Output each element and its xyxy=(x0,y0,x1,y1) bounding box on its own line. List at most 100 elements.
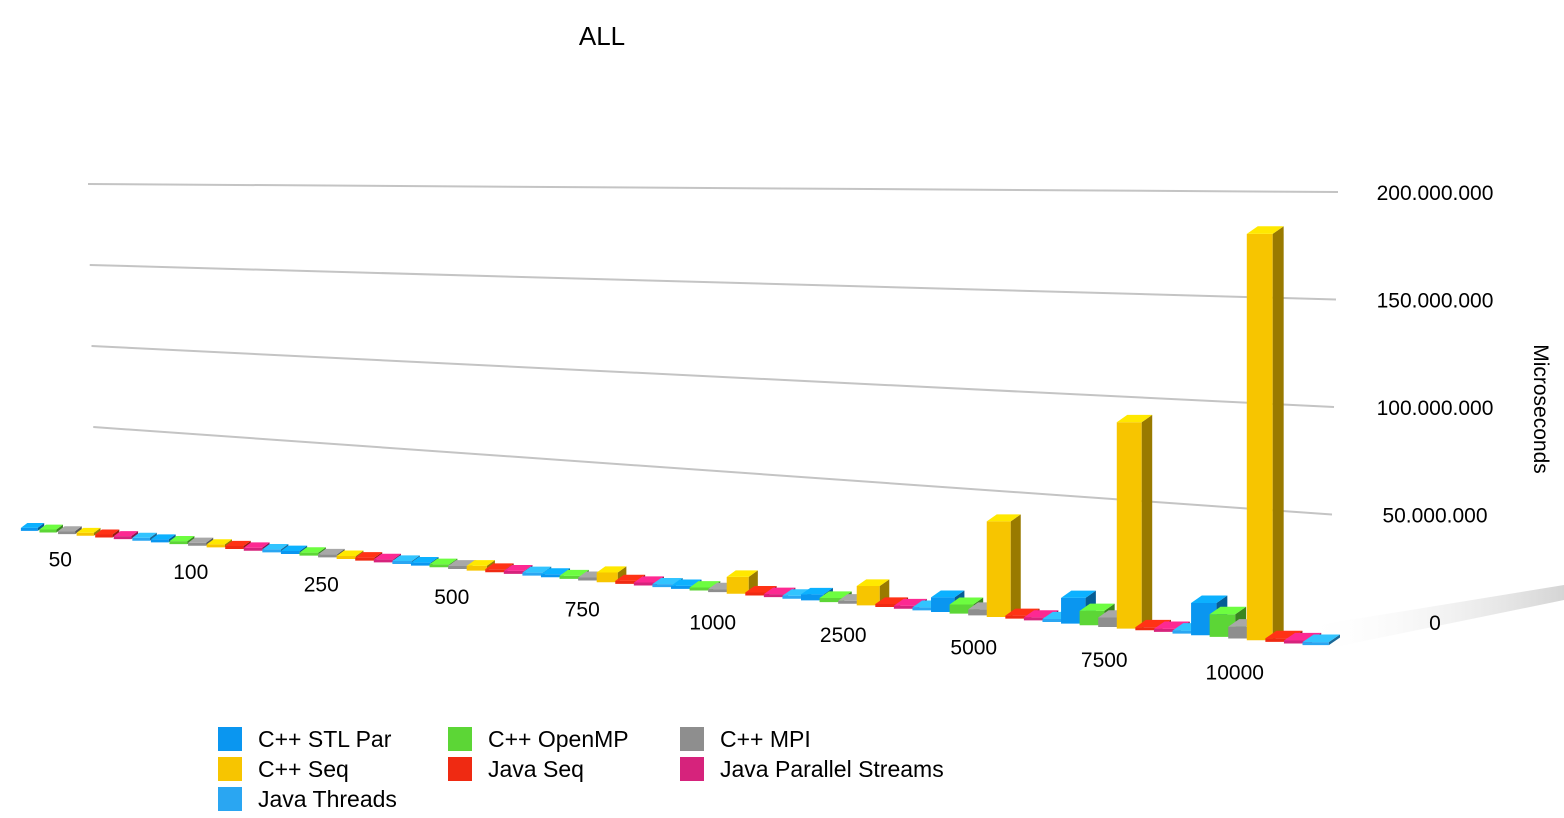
legend-item: Java Parallel Streams xyxy=(680,754,980,784)
bar-top xyxy=(726,570,758,577)
bar-front xyxy=(726,576,749,594)
category-label: 100 xyxy=(173,561,208,584)
bar-front xyxy=(20,527,38,531)
legend-swatch xyxy=(680,727,704,751)
bar-front xyxy=(1042,618,1067,622)
legend-item: C++ MPI xyxy=(680,724,980,754)
bar-front xyxy=(1079,610,1105,626)
bar-side xyxy=(93,527,101,536)
bar-front xyxy=(336,556,356,559)
bar-top xyxy=(1061,590,1096,598)
bar-top xyxy=(522,566,552,573)
bar-top xyxy=(336,550,364,556)
bar-top xyxy=(206,539,232,545)
legend-label: Java Threads xyxy=(258,785,397,812)
bar xyxy=(1246,226,1284,641)
bar-top xyxy=(1246,226,1284,234)
bar-front xyxy=(1302,642,1329,646)
legend-item: C++ STL Par xyxy=(218,724,448,754)
bar-front xyxy=(801,594,824,601)
bar-top xyxy=(76,527,101,533)
y-axis-title: Microseconds xyxy=(1529,344,1552,474)
bar-front xyxy=(708,589,731,593)
bar xyxy=(986,514,1021,617)
bar-front xyxy=(745,592,768,596)
gridline xyxy=(91,345,1335,408)
legend-swatch xyxy=(448,727,472,751)
bar-front xyxy=(968,609,993,616)
bar-top xyxy=(20,523,45,528)
bar-top xyxy=(1191,595,1228,603)
bar-front xyxy=(39,529,57,533)
bar xyxy=(132,532,157,541)
legend-swatch xyxy=(680,757,704,781)
bar-side xyxy=(1328,634,1341,646)
bar-front xyxy=(58,531,76,535)
bar-side xyxy=(56,524,63,533)
bar-top xyxy=(113,531,139,537)
bar-front xyxy=(1061,597,1086,624)
bar-front xyxy=(410,562,431,566)
bar-front xyxy=(318,554,338,558)
bar-side xyxy=(1141,414,1153,629)
bar-front xyxy=(113,536,132,540)
bar xyxy=(819,591,852,603)
bar-front xyxy=(931,597,955,613)
bar-front xyxy=(503,570,525,574)
bar-side xyxy=(150,532,157,541)
bar-side xyxy=(1272,226,1284,641)
bar-front xyxy=(76,532,94,536)
legend-label: C++ Seq xyxy=(258,755,349,782)
bar-top xyxy=(801,587,833,595)
bar-front xyxy=(522,572,543,576)
bar-top xyxy=(39,524,63,530)
bar-front xyxy=(540,574,562,578)
bar-top xyxy=(670,579,702,586)
bar-front xyxy=(225,546,244,550)
category-label: 250 xyxy=(304,574,339,597)
bar-top xyxy=(355,552,383,558)
bar xyxy=(58,526,82,535)
bar-front xyxy=(392,560,412,564)
bar-top xyxy=(931,590,965,598)
bar-front xyxy=(95,534,113,538)
category-label: 1000 xyxy=(689,611,736,634)
bar xyxy=(225,540,251,550)
bar-top xyxy=(58,526,82,532)
bar-side xyxy=(1010,514,1021,617)
bar-top xyxy=(503,565,533,571)
bar-front xyxy=(596,572,618,583)
y-tick-label: 50.000.000 xyxy=(1382,505,1487,528)
bar-front xyxy=(689,587,712,591)
bar-top xyxy=(1302,634,1341,643)
bar-front xyxy=(782,595,805,599)
bar-top xyxy=(1116,414,1153,423)
bar-top xyxy=(652,577,683,585)
bar-front xyxy=(262,549,282,553)
bar-front xyxy=(466,565,487,571)
bar-top xyxy=(466,560,495,566)
bar-top xyxy=(95,529,120,535)
bar-front xyxy=(1246,233,1273,641)
bar-top xyxy=(615,574,646,581)
bar-front xyxy=(856,586,880,606)
chart-floor xyxy=(1300,585,1564,650)
bar xyxy=(95,529,120,538)
category-label: 10000 xyxy=(1206,662,1264,685)
bar-top xyxy=(596,566,627,573)
bar xyxy=(39,524,63,533)
bar-front xyxy=(150,539,169,543)
category-label: 500 xyxy=(434,586,469,609)
bar-front xyxy=(280,551,300,555)
bar-front xyxy=(243,547,263,551)
gridline xyxy=(87,183,1339,193)
bars xyxy=(20,226,1341,646)
bar-front xyxy=(485,569,506,573)
x-axis-categories: 50 100 250 500 750 1000 2500 5000 7500 10000 xyxy=(49,548,1264,684)
floor-shadow xyxy=(1300,585,1564,650)
legend-swatch xyxy=(218,787,242,811)
legend-swatch xyxy=(218,727,242,751)
bar xyxy=(113,531,139,540)
